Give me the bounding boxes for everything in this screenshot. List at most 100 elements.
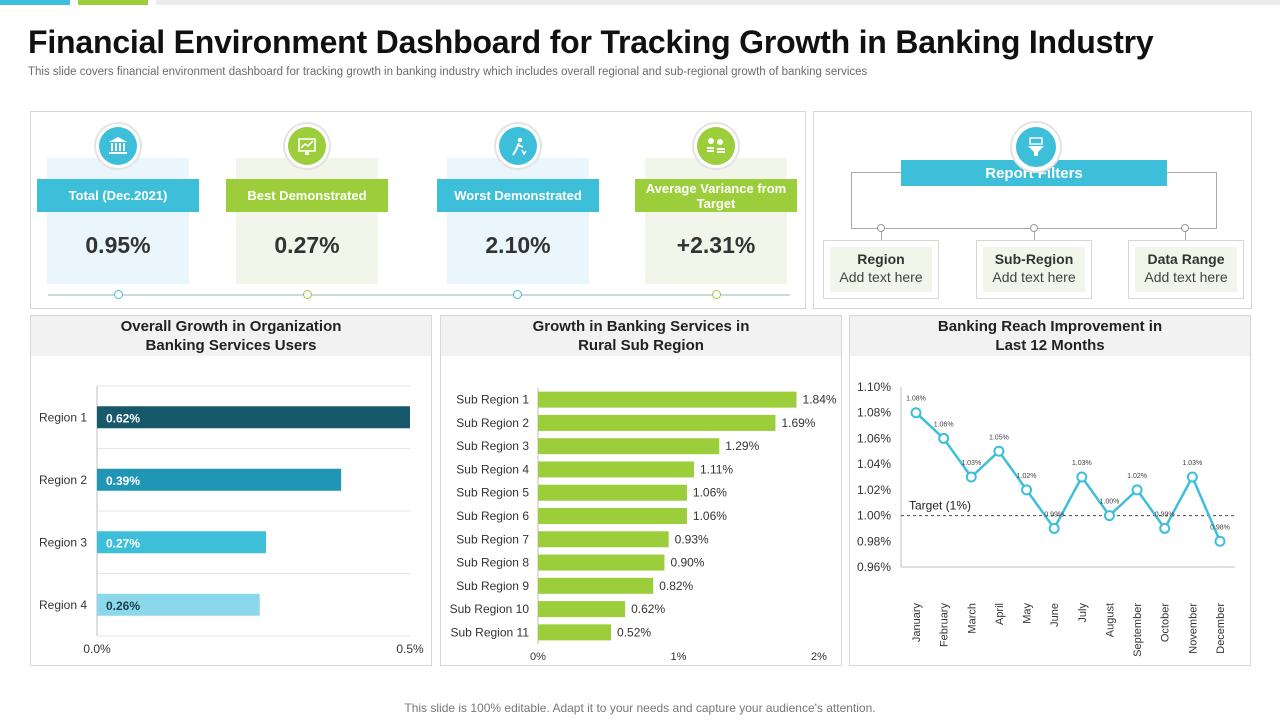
bar bbox=[538, 484, 687, 501]
data-point bbox=[965, 471, 977, 483]
data-point bbox=[938, 432, 950, 444]
bar bbox=[538, 601, 626, 618]
data-label: 0.93% bbox=[675, 532, 709, 546]
data-label: 1.02% bbox=[1127, 473, 1147, 480]
kpi-icon-wrapper-best bbox=[283, 122, 331, 170]
y-tick-label: 1.00% bbox=[857, 509, 891, 523]
bar bbox=[538, 391, 797, 408]
data-point bbox=[910, 407, 922, 419]
data-label: 1.06% bbox=[693, 486, 727, 500]
category-label: Region 1 bbox=[39, 410, 87, 424]
data-label: 1.84% bbox=[803, 393, 837, 407]
data-label: 0.90% bbox=[670, 556, 704, 570]
data-label: 0.52% bbox=[617, 625, 651, 639]
x-tick-label: October bbox=[1160, 603, 1172, 642]
x-tick-label: 2% bbox=[811, 651, 827, 663]
x-tick-label: 1% bbox=[671, 651, 687, 663]
data-point bbox=[1103, 510, 1115, 522]
bar bbox=[538, 414, 776, 431]
x-tick-label: July bbox=[1077, 603, 1089, 623]
funnel-icon bbox=[1028, 137, 1044, 156]
kpi-icon-wrapper-variance bbox=[692, 122, 740, 170]
x-tick-label: 0.5% bbox=[396, 642, 424, 656]
filter-connector-dot bbox=[877, 224, 885, 232]
rural-growth-bar-chart: Sub Region 1 1.84% Sub Region 2 1.69% Sub Re… bbox=[450, 388, 837, 663]
data-label: 0.99% bbox=[1044, 511, 1064, 518]
y-tick-label: 0.98% bbox=[857, 534, 891, 548]
filter-connector bbox=[1185, 228, 1186, 240]
kpi-value-total: 0.95% bbox=[85, 232, 151, 258]
bar bbox=[538, 624, 612, 641]
bar bbox=[97, 468, 342, 491]
category-label: Sub Region 11 bbox=[450, 625, 529, 639]
data-label: 1.06% bbox=[693, 509, 727, 523]
filter-sub-region[interactable]: Sub-Region Add text here bbox=[976, 240, 1092, 299]
data-label: 1.06% bbox=[934, 421, 954, 428]
x-tick-label: January bbox=[911, 603, 923, 643]
bar bbox=[97, 531, 267, 554]
users-growth-chart-title: Overall Growth in Organization Banking S… bbox=[31, 316, 431, 356]
accent-segment-cyan bbox=[0, 0, 70, 5]
data-label: 0.82% bbox=[659, 579, 693, 593]
filter-connector bbox=[1034, 228, 1035, 240]
data-label: 1.05% bbox=[989, 434, 1009, 441]
data-label: 1.00% bbox=[1100, 499, 1120, 506]
data-label: 1.69% bbox=[781, 416, 815, 430]
filter-connector-dot bbox=[1181, 224, 1189, 232]
filter-icon-wrapper bbox=[1010, 121, 1062, 173]
kpi-timeline-dot bbox=[712, 290, 721, 299]
data-label: 0.27% bbox=[106, 536, 140, 550]
data-point bbox=[1159, 522, 1171, 534]
x-tick-label: 0.0% bbox=[83, 642, 111, 656]
filter-region-label: Region bbox=[857, 251, 905, 267]
rural-growth-chart-title: Growth in Banking Services in Rural Sub … bbox=[441, 316, 841, 356]
rural-growth-chart-title-text: Growth in Banking Services in Rural Sub … bbox=[532, 318, 750, 354]
category-label: Sub Region 5 bbox=[456, 486, 529, 500]
kpi-value-worst: 2.10% bbox=[485, 232, 551, 258]
bar bbox=[538, 554, 665, 571]
bar bbox=[97, 593, 260, 616]
category-label: Sub Region 3 bbox=[456, 439, 529, 453]
reach-improvement-chart-title-text: Banking Reach Improvement in Last 12 Mon… bbox=[937, 318, 1163, 354]
page-title: Financial Environment Dashboard for Trac… bbox=[28, 24, 1154, 60]
x-tick-label: 0% bbox=[530, 651, 546, 663]
growth-chart-icon bbox=[298, 138, 316, 155]
filter-connector bbox=[881, 228, 882, 240]
filter-data-range[interactable]: Data Range Add text here bbox=[1128, 240, 1244, 299]
data-point bbox=[1048, 522, 1060, 534]
filter-region[interactable]: Region Add text here bbox=[823, 240, 939, 299]
kpi-timeline-dot bbox=[114, 290, 123, 299]
data-point bbox=[993, 445, 1005, 457]
kpi-value-variance: +2.31% bbox=[676, 232, 756, 258]
kpi-card-best-bg bbox=[236, 158, 378, 284]
category-label: Sub Region 9 bbox=[456, 579, 529, 593]
data-label: 1.08% bbox=[906, 396, 926, 403]
y-tick-label: 1.02% bbox=[857, 483, 891, 497]
data-point bbox=[1021, 484, 1033, 496]
data-label: 0.62% bbox=[106, 411, 140, 425]
page-subtitle: This slide covers financial environment … bbox=[28, 66, 868, 78]
users-growth-chart-title-text: Overall Growth in Organization Banking S… bbox=[120, 318, 342, 354]
kpi-value-best: 0.27% bbox=[274, 232, 340, 258]
filter-data-range-value: Add text here bbox=[1144, 269, 1228, 285]
data-label: 1.03% bbox=[1182, 460, 1202, 467]
x-tick-label: May bbox=[1022, 603, 1034, 624]
top-accent-bar bbox=[0, 0, 1280, 5]
bar bbox=[538, 577, 654, 594]
y-tick-label: 1.10% bbox=[857, 380, 891, 394]
kpi-icon-wrapper-total bbox=[94, 122, 142, 170]
data-label: 1.03% bbox=[961, 460, 981, 467]
falling-person-icon bbox=[512, 137, 527, 156]
target-label: Target (1%) bbox=[909, 499, 971, 513]
data-label: 0.26% bbox=[106, 599, 140, 613]
data-label: 0.98% bbox=[1210, 524, 1230, 531]
accent-segment-green bbox=[78, 0, 148, 5]
kpi-timeline bbox=[48, 294, 790, 296]
reach-improvement-line-chart: 0.96% 0.98% 1.00% 1.02% 1.04% 1.06% 1.08% 1.10%… bbox=[857, 380, 1235, 657]
category-label: Sub Region 8 bbox=[456, 556, 529, 570]
x-tick-label: June bbox=[1049, 603, 1061, 627]
coins-icon bbox=[707, 138, 725, 153]
category-label: Sub Region 7 bbox=[456, 532, 529, 546]
x-tick-label: April bbox=[994, 603, 1006, 625]
filter-sub-region-label: Sub-Region bbox=[994, 251, 1074, 267]
